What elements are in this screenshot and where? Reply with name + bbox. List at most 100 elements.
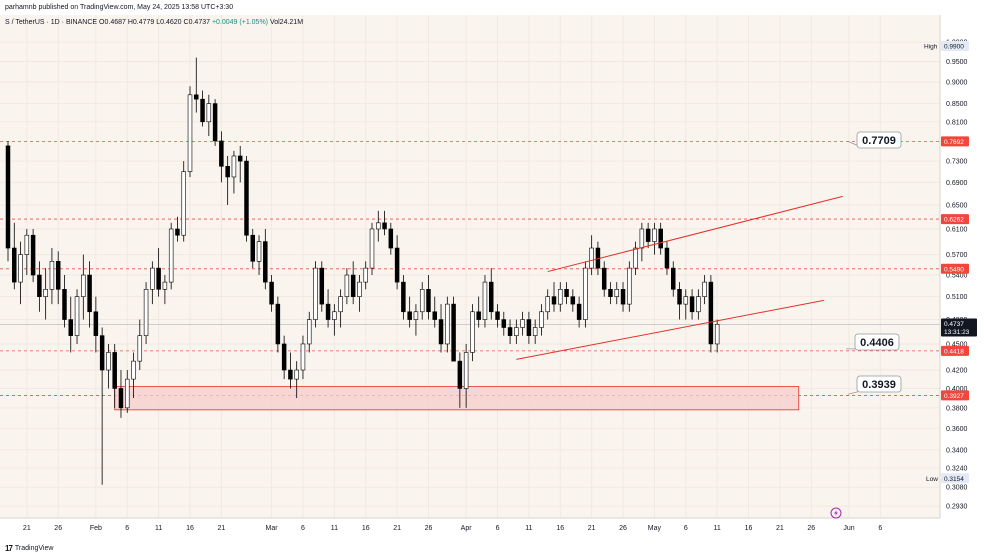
candle[interactable] <box>601 261 607 297</box>
candle[interactable] <box>5 140 11 262</box>
candle[interactable] <box>112 343 117 408</box>
plot-area[interactable] <box>0 15 940 518</box>
candle[interactable] <box>438 304 444 353</box>
candle[interactable] <box>344 268 350 305</box>
candle[interactable] <box>18 241 23 305</box>
candle[interactable] <box>212 99 218 146</box>
candle[interactable] <box>87 261 92 328</box>
candle[interactable] <box>306 311 312 353</box>
candle[interactable] <box>407 296 412 328</box>
candle[interactable] <box>608 282 613 305</box>
candle[interactable] <box>551 282 557 312</box>
candle[interactable] <box>162 275 168 305</box>
candle[interactable] <box>670 261 676 297</box>
candle[interactable] <box>269 275 274 312</box>
support-zone-box[interactable] <box>114 386 800 411</box>
candle[interactable] <box>118 370 124 418</box>
candle[interactable] <box>30 228 36 283</box>
candle[interactable] <box>225 155 230 205</box>
candle[interactable] <box>451 296 456 362</box>
candle[interactable] <box>250 228 256 269</box>
candle[interactable] <box>350 261 356 305</box>
candle[interactable] <box>645 222 651 249</box>
candle[interactable] <box>583 261 588 328</box>
candle[interactable] <box>689 289 695 320</box>
candle[interactable] <box>187 86 193 177</box>
candle[interactable] <box>49 248 55 305</box>
candle[interactable] <box>652 222 657 255</box>
candle[interactable] <box>237 145 243 183</box>
candle[interactable] <box>168 222 174 290</box>
candle[interactable] <box>413 304 419 336</box>
candle[interactable] <box>488 268 494 320</box>
candle[interactable] <box>677 282 682 320</box>
candle[interactable] <box>696 289 701 320</box>
candle[interactable] <box>37 261 42 312</box>
candle[interactable] <box>401 275 406 320</box>
trend-line[interactable] <box>516 299 824 360</box>
candle[interactable] <box>369 222 375 276</box>
candle[interactable] <box>432 296 438 328</box>
candle[interactable] <box>325 289 331 328</box>
candle[interactable] <box>419 282 425 320</box>
candle[interactable] <box>570 289 576 312</box>
candle[interactable] <box>708 275 714 353</box>
candle[interactable] <box>68 296 74 353</box>
candle[interactable] <box>463 343 469 408</box>
candle[interactable] <box>589 235 594 276</box>
candle[interactable] <box>470 304 475 362</box>
candle[interactable] <box>520 311 525 336</box>
candle[interactable] <box>143 282 149 344</box>
price-callout[interactable]: 0.3939 <box>847 375 902 395</box>
candle[interactable] <box>55 251 61 305</box>
candle[interactable] <box>137 319 143 371</box>
candle[interactable] <box>426 275 431 320</box>
candle[interactable] <box>363 261 368 290</box>
candle[interactable] <box>181 161 186 242</box>
trend-line[interactable] <box>547 195 843 273</box>
candle[interactable] <box>24 228 30 276</box>
candle[interactable] <box>319 261 325 312</box>
candle[interactable] <box>219 131 224 183</box>
candle[interactable] <box>576 296 582 328</box>
candle[interactable] <box>658 222 663 255</box>
candle[interactable] <box>256 235 262 276</box>
candle[interactable] <box>263 228 268 290</box>
candle[interactable] <box>81 254 86 320</box>
candle[interactable] <box>545 289 550 320</box>
candle[interactable] <box>388 222 394 255</box>
candle[interactable] <box>313 261 318 328</box>
candle[interactable] <box>93 296 99 353</box>
candle[interactable] <box>476 296 481 328</box>
candle[interactable] <box>445 296 450 353</box>
candle[interactable] <box>244 155 249 242</box>
candle[interactable] <box>74 289 80 344</box>
candle[interactable] <box>200 90 205 127</box>
candle[interactable] <box>281 335 287 380</box>
candle[interactable] <box>62 275 67 328</box>
candle[interactable] <box>294 361 299 399</box>
candle[interactable] <box>382 210 387 236</box>
candle[interactable] <box>514 319 519 344</box>
candle[interactable] <box>457 352 463 408</box>
candle[interactable] <box>275 296 281 353</box>
candle[interactable] <box>564 282 569 305</box>
candle[interactable] <box>332 304 337 336</box>
candle[interactable] <box>627 261 632 312</box>
candle[interactable] <box>495 304 500 328</box>
candle[interactable] <box>532 319 538 344</box>
candle[interactable] <box>664 241 670 276</box>
candle[interactable] <box>106 343 111 389</box>
candle[interactable] <box>206 94 212 137</box>
candle[interactable] <box>558 282 563 312</box>
candle[interactable] <box>482 275 488 328</box>
candle[interactable] <box>620 282 626 312</box>
candle[interactable] <box>150 261 155 305</box>
candle[interactable] <box>175 216 180 242</box>
candle[interactable] <box>702 275 707 305</box>
candle[interactable] <box>156 248 161 297</box>
candle[interactable] <box>131 352 136 399</box>
candle[interactable] <box>99 327 105 485</box>
candle[interactable] <box>288 352 293 389</box>
